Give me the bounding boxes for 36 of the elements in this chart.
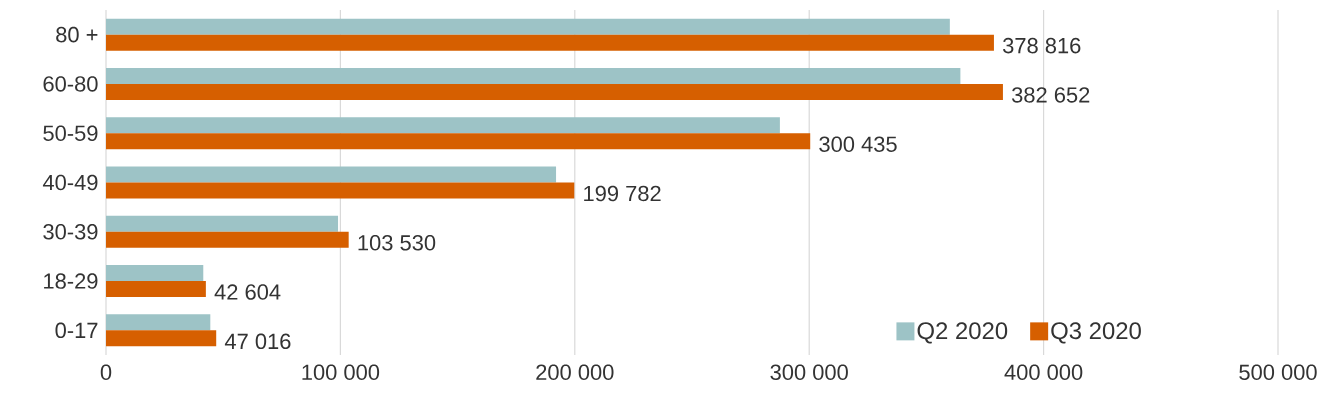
y-tick-label: 50-59 [43, 125, 98, 141]
bar [106, 34, 994, 51]
y-tick-label: 0-17 [55, 322, 98, 339]
bar [106, 83, 1003, 100]
data-label: 42 604 [214, 284, 281, 300]
y-tick-label: 60-80 [43, 76, 98, 92]
data-label: 47 016 [224, 333, 291, 350]
bar [106, 67, 961, 84]
x-tick-label: 200 000 [536, 364, 614, 381]
data-label: 199 782 [584, 185, 661, 202]
legend-label: Q3 2020 [1051, 322, 1141, 344]
bar [106, 314, 211, 331]
y-tick-label: 30-39 [43, 224, 98, 240]
data-label: 300 435 [819, 136, 897, 152]
legend-label: Q2 2020 [917, 322, 1008, 344]
bar [106, 231, 349, 248]
data-label: 378 816 [1002, 37, 1081, 54]
x-tick-label: 500 000 [1239, 364, 1317, 381]
bar [106, 215, 339, 232]
bar [106, 18, 950, 35]
bar [106, 182, 575, 199]
y-tick-label: 40-49 [42, 174, 98, 191]
x-tick-label: 300 000 [770, 364, 848, 381]
y-tick-label: 80 + [56, 26, 98, 43]
data-label: 103 530 [358, 235, 436, 251]
x-tick-label: 100 000 [302, 364, 380, 381]
x-tick-label: 0 [100, 364, 112, 381]
bar [106, 166, 557, 183]
bar [106, 281, 206, 298]
bar [106, 265, 204, 282]
y-tick-label: 18-29 [44, 273, 98, 289]
bar [106, 117, 780, 134]
bar [106, 133, 811, 150]
bar [106, 330, 217, 347]
data-label: 382 652 [1011, 87, 1090, 103]
x-tick-label: 400 000 [1004, 364, 1083, 381]
